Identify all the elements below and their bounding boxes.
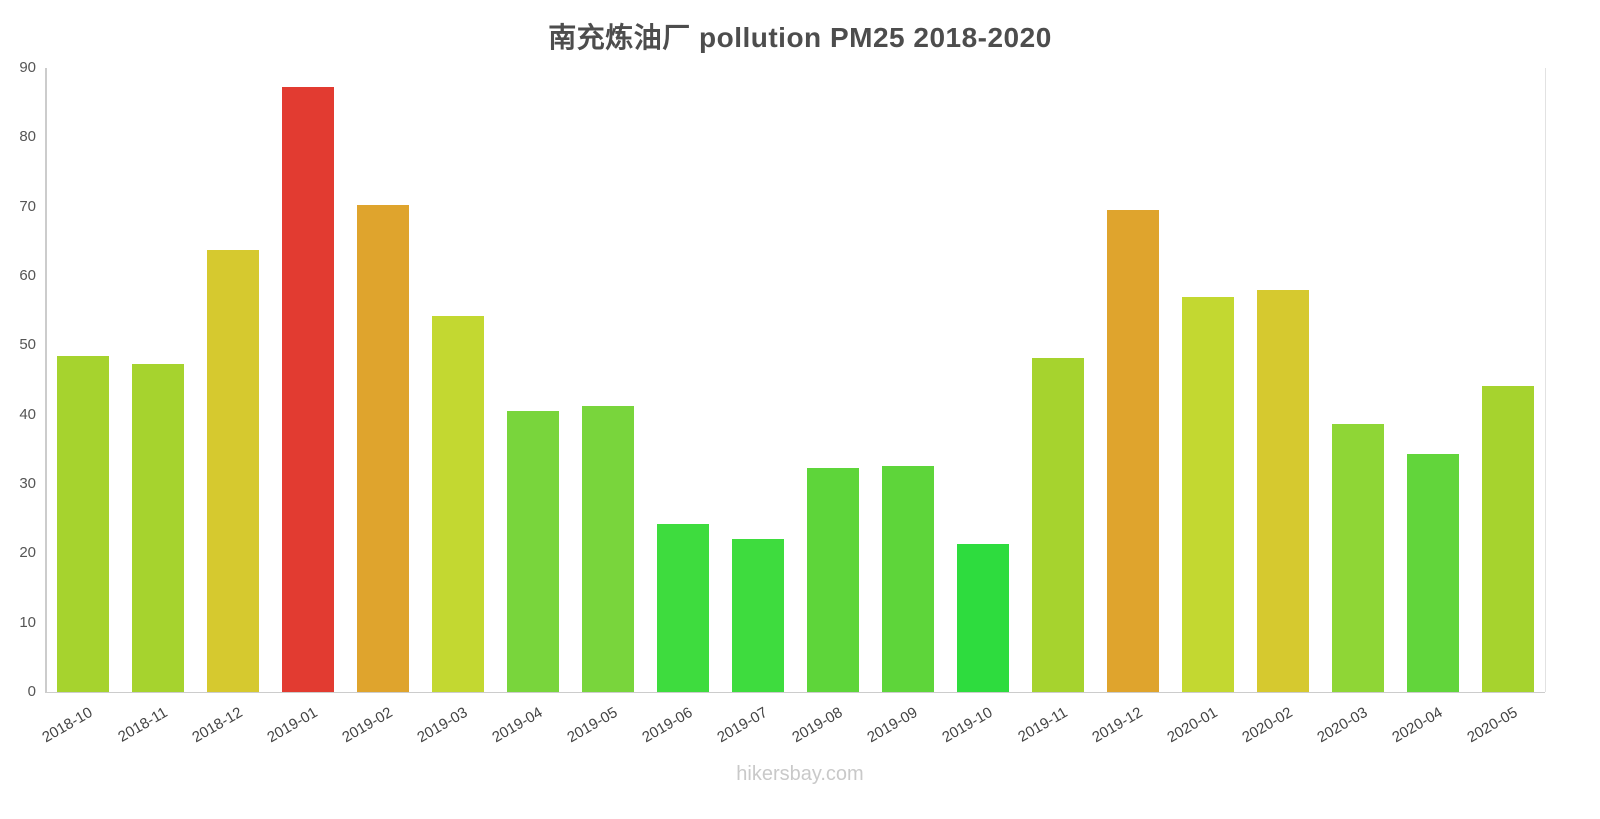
bar — [56, 355, 109, 692]
y-axis-line — [45, 68, 47, 692]
y-tick-label: 20 — [19, 544, 36, 562]
y-tick-label: 80 — [19, 128, 36, 146]
right-boundary-line — [1545, 68, 1546, 692]
y-tick-label: 40 — [19, 405, 36, 423]
y-tick-label: 60 — [19, 267, 36, 284]
bar — [881, 465, 934, 692]
bar — [581, 406, 634, 692]
watermark-hikersbay: hikersbay.com — [736, 763, 864, 785]
bar — [1106, 210, 1159, 692]
bar — [1481, 385, 1534, 692]
bar — [806, 468, 859, 692]
y-tick-label: 70 — [19, 197, 36, 215]
bar — [1406, 454, 1459, 692]
y-tick-label: 10 — [19, 613, 36, 631]
bar — [1256, 289, 1309, 692]
bar — [356, 205, 409, 692]
y-tick-label: 50 — [19, 336, 36, 354]
y-tick-label: 90 — [19, 59, 36, 76]
y-tick-label: 0 — [27, 683, 36, 700]
bar — [431, 315, 484, 692]
x-axis-line — [45, 692, 1545, 693]
chart-title: 南充炼油厂 pollution PM25 2018-2020 — [548, 22, 1052, 53]
bar — [1031, 357, 1084, 692]
bar — [131, 364, 184, 692]
y-tick-label: 30 — [19, 475, 36, 492]
bar — [281, 86, 334, 692]
bar — [506, 410, 559, 692]
bar — [206, 250, 259, 692]
plot-area: 0 10 20 30 40 50 60 70 80 90 2018-10 2018-11 2018-12… — [19, 59, 1546, 746]
bar — [1181, 296, 1234, 692]
bar — [1331, 423, 1384, 692]
bar — [656, 523, 709, 692]
bar — [956, 544, 1009, 692]
bar — [731, 538, 784, 692]
